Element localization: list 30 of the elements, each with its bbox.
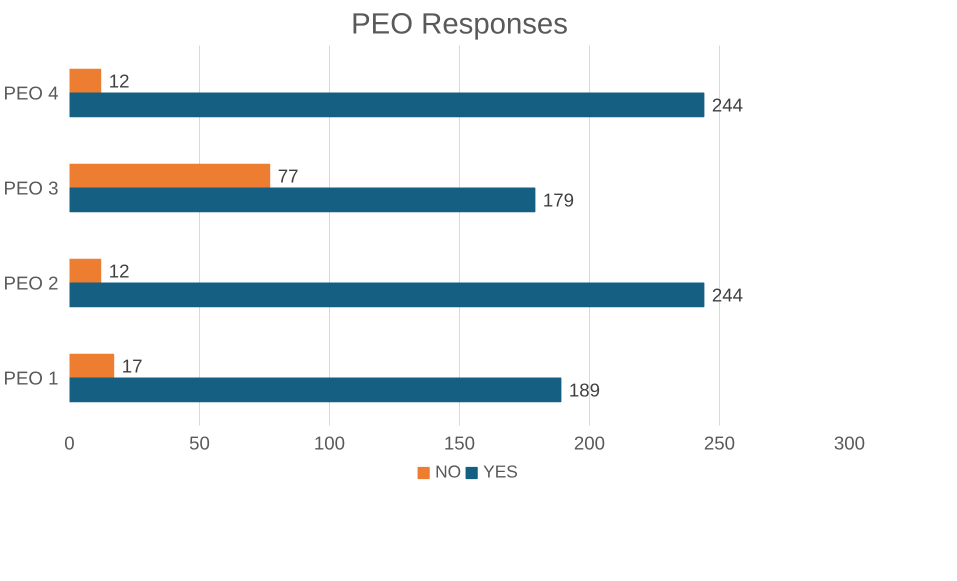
- data-label: 189: [568, 379, 600, 400]
- data-label: 179: [542, 189, 574, 210]
- x-tick-label: 50: [189, 432, 210, 454]
- data-label: 17: [122, 356, 142, 377]
- x-tick-label: 100: [314, 432, 346, 454]
- y-tick-label: PEO 1: [4, 368, 59, 388]
- data-label: 77: [278, 166, 298, 187]
- y-tick-label: PEO 2: [4, 272, 59, 294]
- x-tick-label: 250: [704, 432, 736, 454]
- y-tick-label: PEO 3: [4, 178, 59, 198]
- bar: [70, 68, 102, 94]
- data-label: 12: [108, 260, 130, 282]
- x-tick-label: 300: [834, 432, 866, 454]
- y-tick-label: PEO 4: [4, 82, 59, 104]
- chart-title: PEO Responses: [351, 8, 568, 40]
- x-tick-label: 150: [444, 432, 476, 454]
- bar: [70, 92, 704, 118]
- bar: [70, 188, 536, 212]
- bar: [70, 378, 562, 402]
- legend-label: YES: [483, 462, 518, 482]
- bar: [70, 164, 270, 188]
- data-label: 244: [712, 284, 744, 306]
- data-label: 244: [712, 94, 744, 116]
- x-tick-label: 200: [574, 432, 606, 454]
- bar: [70, 258, 102, 284]
- legend-label: NO: [435, 462, 462, 482]
- bar: [70, 282, 704, 308]
- data-label: 12: [108, 70, 130, 92]
- x-tick-label: 0: [64, 432, 75, 454]
- bar: [70, 354, 114, 378]
